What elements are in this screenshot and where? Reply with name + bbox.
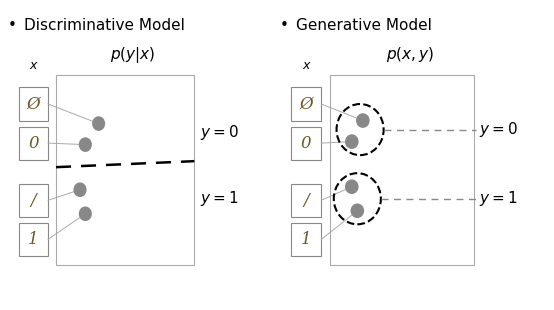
Bar [291, 87, 321, 121]
Bar [56, 75, 194, 265]
Text: /: / [30, 192, 36, 209]
Text: 0: 0 [301, 135, 311, 152]
Text: Discriminative Model: Discriminative Model [24, 18, 185, 33]
Text: Ø: Ø [27, 95, 40, 113]
Circle shape [79, 138, 91, 151]
Text: Generative Model: Generative Model [296, 18, 432, 33]
Text: 1: 1 [301, 231, 311, 248]
Text: $x$: $x$ [302, 60, 312, 73]
Text: $p(x, y)$: $p(x, y)$ [386, 45, 434, 64]
Circle shape [93, 117, 105, 130]
Circle shape [74, 183, 86, 196]
Bar [291, 126, 321, 160]
Bar [19, 223, 48, 256]
Text: $p(y|x)$: $p(y|x)$ [110, 45, 156, 65]
Bar [330, 75, 474, 265]
Circle shape [79, 207, 91, 220]
Text: Ø: Ø [299, 95, 313, 113]
Text: 1: 1 [28, 231, 39, 248]
Text: •: • [280, 18, 289, 33]
Bar [19, 126, 48, 160]
Circle shape [346, 180, 358, 193]
Text: $y = 0$: $y = 0$ [199, 123, 238, 142]
Bar [291, 184, 321, 217]
Text: $x$: $x$ [29, 60, 39, 73]
Circle shape [357, 114, 369, 127]
Text: $y = 0$: $y = 0$ [479, 120, 518, 139]
Bar [19, 184, 48, 217]
Circle shape [351, 204, 363, 217]
Bar [291, 223, 321, 256]
Text: /: / [303, 192, 309, 209]
Text: •: • [8, 18, 17, 33]
Text: $y = 1$: $y = 1$ [479, 189, 517, 208]
Text: $y = 1$: $y = 1$ [199, 189, 238, 208]
Circle shape [346, 135, 358, 148]
Text: 0: 0 [28, 135, 39, 152]
Bar [19, 87, 48, 121]
